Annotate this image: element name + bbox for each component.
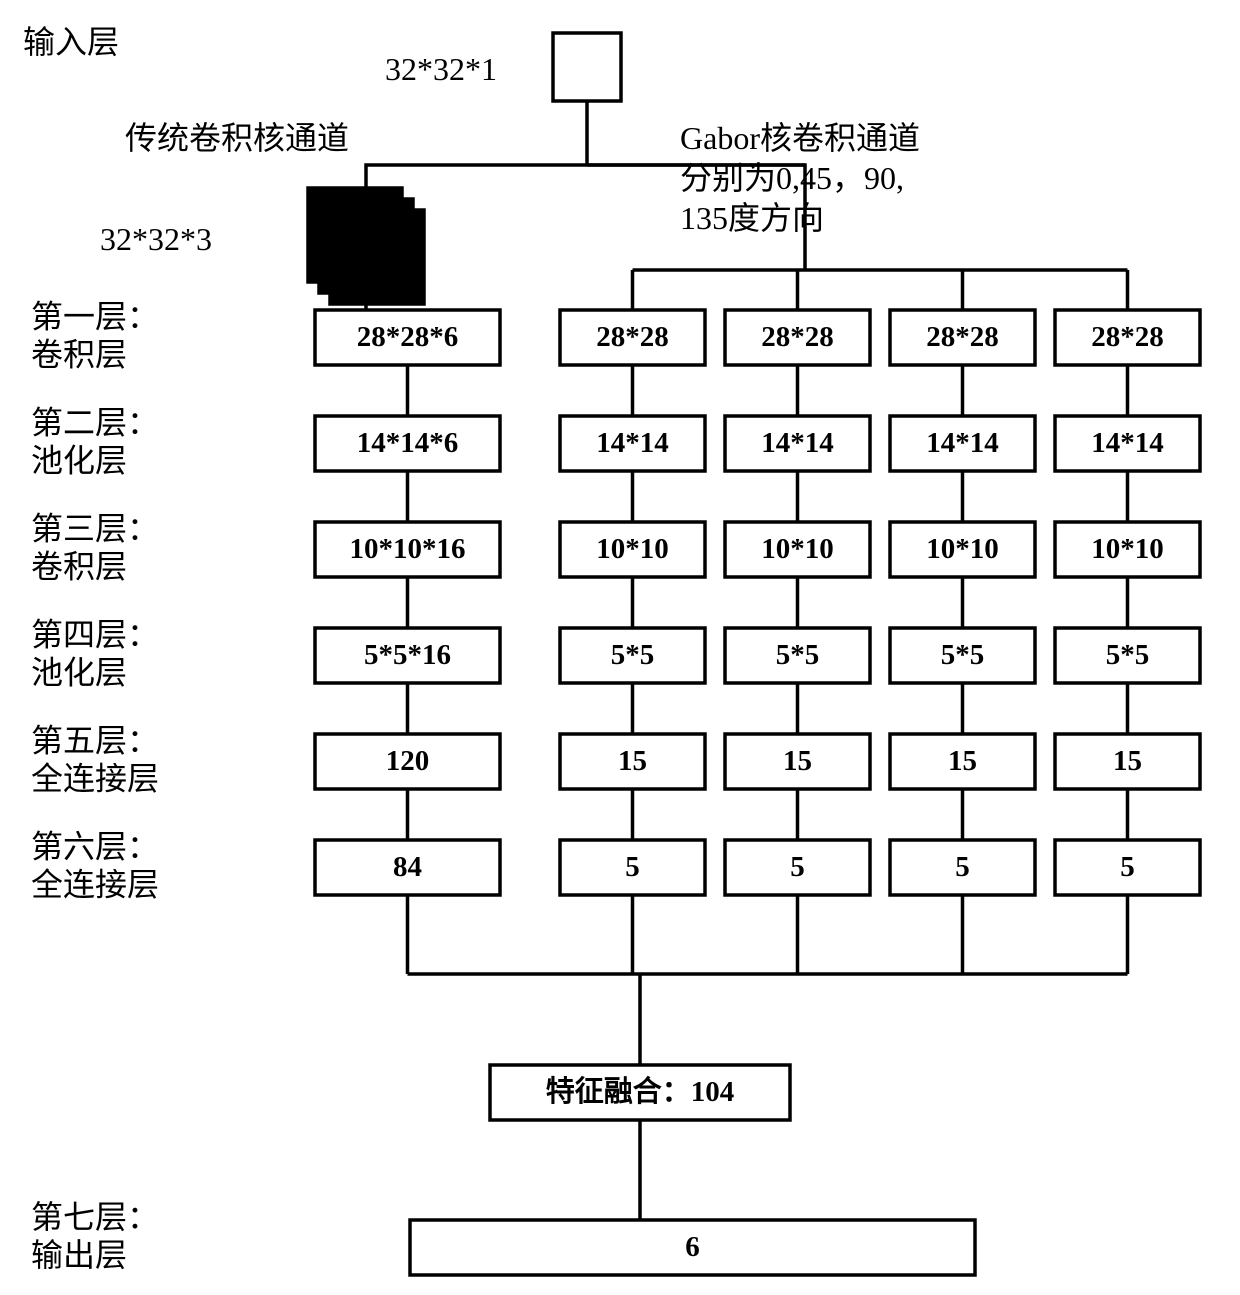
gabor-node-text: 5	[625, 851, 640, 883]
gabor-annot-line: Gabor核卷积通道	[680, 120, 920, 156]
layer-label-l2: 卷积层	[31, 337, 127, 373]
output-label-l1: 第七层：	[31, 1199, 159, 1235]
input-node	[553, 33, 621, 101]
layer-label-l2: 全连接层	[31, 867, 159, 903]
gabor-node-text: 15	[948, 745, 977, 777]
cnn-arch-diagram: 输入层传统卷积核通道32*32*3Gabor核卷积通道分别为0,45，90,13…	[15, 15, 1225, 1280]
gabor-node-text: 14*14	[596, 427, 669, 459]
layer-label-l1: 第四层：	[31, 617, 159, 653]
left-node-text: 120	[386, 745, 430, 777]
left-node-text: 5*5*16	[364, 639, 451, 671]
gabor-node-text: 10*10	[761, 533, 834, 565]
layer-label-l1: 第一层：	[31, 299, 159, 335]
gabor-node-text: 10*10	[1091, 533, 1164, 565]
gabor-node-text: 14*14	[761, 427, 834, 459]
gabor-node-text: 5*5	[941, 639, 985, 671]
left-node-text: 84	[393, 851, 422, 883]
gabor-node-text: 28*28	[1091, 321, 1164, 353]
left-node-text: 10*10*16	[350, 533, 466, 565]
gabor-node-text: 15	[1113, 745, 1142, 777]
left-node-text: 28*28*6	[357, 321, 459, 353]
layer-label-l1: 第五层：	[31, 723, 159, 759]
gabor-node-text: 28*28	[926, 321, 999, 353]
gabor-node-text: 10*10	[596, 533, 669, 565]
gabor-node-text: 5*5	[1106, 639, 1150, 671]
output-text: 6	[685, 1231, 700, 1263]
gabor-node-text: 5	[790, 851, 805, 883]
conv-channel-label: 传统卷积核通道	[125, 120, 349, 156]
layer-label-l1: 第三层：	[31, 511, 159, 547]
layer-label-l1: 第二层：	[31, 405, 159, 441]
layer-label-l2: 池化层	[31, 655, 127, 691]
stack-node	[310, 190, 400, 280]
gabor-node-text: 14*14	[926, 427, 999, 459]
gabor-node-text: 28*28	[761, 321, 834, 353]
gabor-node-text: 5	[1120, 851, 1135, 883]
gabor-node-text: 14*14	[1091, 427, 1164, 459]
left-node-text: 14*14*6	[357, 427, 459, 459]
layer-label-l2: 全连接层	[31, 761, 159, 797]
gabor-annot-line: 135度方向	[680, 200, 824, 236]
gabor-node-text: 28*28	[596, 321, 669, 353]
gabor-node-text: 10*10	[926, 533, 999, 565]
gabor-node-text: 5*5	[611, 639, 655, 671]
input-label: 输入层	[23, 24, 119, 60]
layer-label-l2: 池化层	[31, 443, 127, 479]
layer-label-l2: 卷积层	[31, 549, 127, 585]
fusion-text: 特征融合：104	[546, 1075, 735, 1108]
input-dim-label: 32*32*1	[385, 51, 497, 87]
gabor-node-text: 5*5	[776, 639, 820, 671]
gabor-node-text: 15	[783, 745, 812, 777]
gabor-node-text: 5	[955, 851, 970, 883]
output-label-l2: 输出层	[31, 1237, 127, 1273]
gabor-node-text: 15	[618, 745, 647, 777]
layer-label-l1: 第六层：	[31, 829, 159, 865]
stack-dim-label: 32*32*3	[100, 221, 212, 257]
